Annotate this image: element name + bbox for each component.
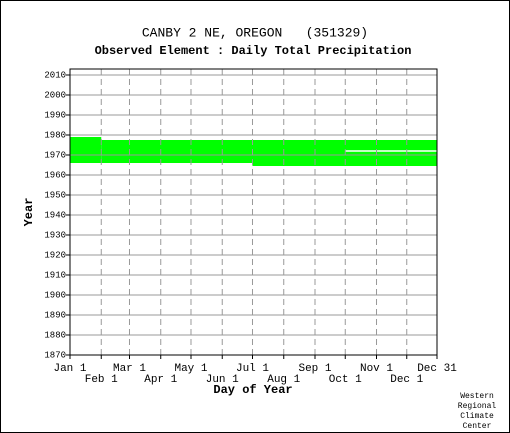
credit: Western (460, 392, 494, 401)
x-tick-label: Sep 1 (298, 363, 331, 375)
coverage-block (101, 140, 253, 163)
plot-border (69, 68, 438, 356)
y-tick-label: 2000 (44, 90, 66, 100)
y-tick-label: 1940 (44, 210, 66, 220)
x-tick-label: Apr 1 (144, 374, 177, 386)
y-tick-label: 1950 (44, 190, 66, 200)
credit: Regional (458, 402, 497, 411)
coverage-block (70, 137, 102, 163)
chart-title: CANBY 2 NE, OREGON (351329) (142, 25, 368, 40)
x-tick-label: Jul 1 (236, 363, 269, 375)
y-tick-label: 1960 (44, 170, 66, 180)
y-tick-label: 1900 (44, 290, 66, 300)
y-tick-label: 1890 (44, 310, 66, 320)
x-tick-label: Jan 1 (53, 363, 86, 375)
chart-subtitle: Observed Element : Daily Total Precipita… (95, 44, 412, 58)
y-tick-label: 1970 (44, 150, 66, 160)
x-tick-label: Jun 1 (206, 374, 239, 386)
y-tick-label: 2010 (44, 70, 66, 80)
x-tick-label: May 1 (174, 363, 207, 375)
x-tick-label: Feb 1 (85, 374, 118, 386)
x-axis-label: Day of Year (213, 383, 292, 397)
plot-area (70, 69, 437, 355)
y-tick-label: 1990 (44, 110, 66, 120)
credit: Climate (460, 412, 494, 421)
credit: Center (463, 422, 492, 431)
y-tick-label: 1870 (44, 350, 66, 360)
x-tick-label: Aug 1 (267, 374, 300, 386)
x-tick-label: Dec 1 (390, 374, 423, 386)
y-tick-label: 1930 (44, 230, 66, 240)
x-tick-label: Dec 31 (417, 363, 457, 375)
x-tick-label: Oct 1 (329, 374, 362, 386)
y-tick-label: 1880 (44, 330, 66, 340)
y-tick-label: 1980 (44, 130, 66, 140)
x-tick-label: Mar 1 (113, 363, 146, 375)
y-tick-label: 1910 (44, 270, 66, 280)
y-axis-label: Year (22, 198, 36, 227)
coverage-block (252, 140, 437, 166)
y-tick-label: 1920 (44, 250, 66, 260)
x-tick-label: Nov 1 (360, 363, 393, 375)
